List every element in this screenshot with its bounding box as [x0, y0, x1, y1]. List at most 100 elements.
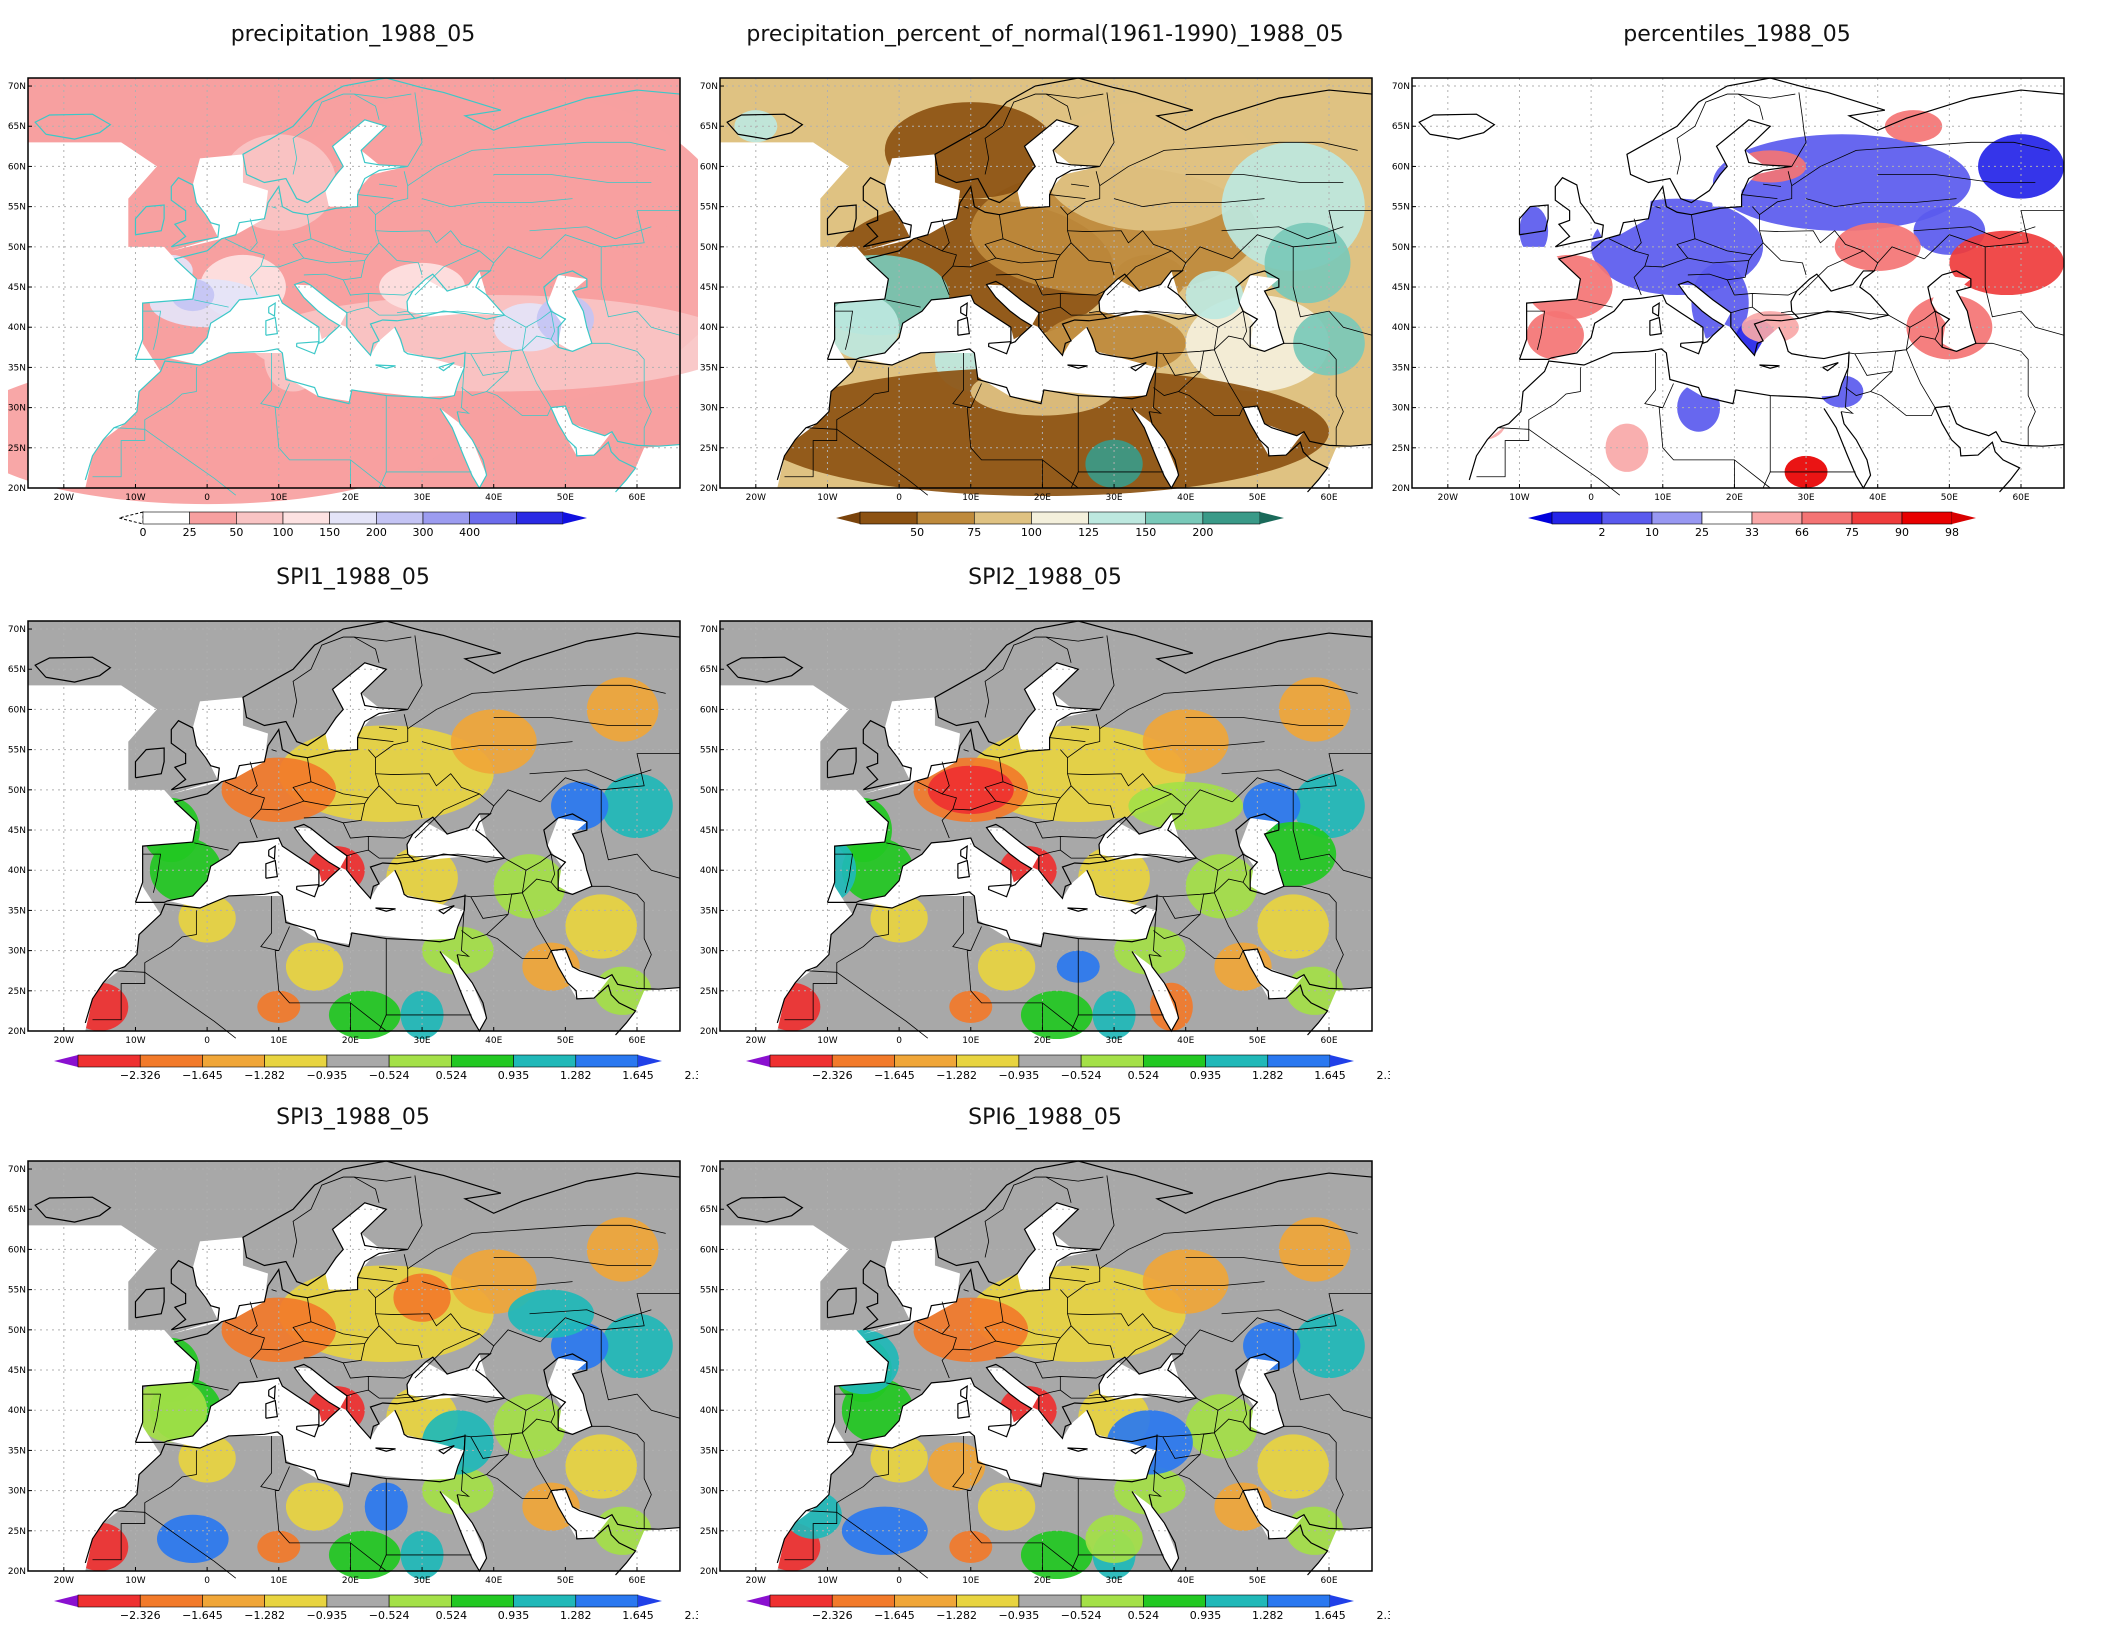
lat-tick-label: 25N [700, 444, 718, 454]
colorbar-swatch [77, 1594, 141, 1608]
colorbar-tick-label: 75 [967, 526, 981, 539]
lat-tick-label: 70N [700, 625, 718, 635]
panel-spi6: SPI6_1988_05 70N 65N 60N 55N 50N 45N 40N 35N 30N… [700, 1105, 1390, 1625]
lon-tick-label: 0 [204, 1576, 210, 1586]
colorbar-tick-label: 50 [229, 526, 243, 539]
colorbar-tick-label: 150 [1135, 526, 1156, 539]
colorbar-tick-label: 0.935 [498, 1069, 530, 1082]
colorbar-swatch [769, 1054, 833, 1068]
lon-tick-label: 10E [962, 1036, 979, 1046]
colorbar-tick-label: −1.282 [244, 1609, 285, 1622]
colorbar-percent-of-normal: 50 75 100 125 150 200 [836, 511, 1284, 539]
lon-tick-label: 10E [962, 493, 979, 503]
colorbar-swatch [831, 1054, 895, 1068]
lat-tick-label: 45N [1392, 283, 1410, 293]
colorbar-tick-label: −2.326 [120, 1069, 161, 1082]
colorbar-swatch [1205, 1594, 1269, 1608]
lon-tick-label: 10W [125, 1036, 145, 1046]
colorbar-tick-label: 150 [319, 526, 340, 539]
colorbar-tick-label: 2.326 [684, 1069, 698, 1082]
colorbar-tick-label: 0.935 [1190, 1609, 1222, 1622]
lon-tick-label: 20W [746, 1576, 766, 1586]
lon-tick-label: 60E [1320, 1036, 1337, 1046]
lat-tick-label: 30N [700, 1487, 718, 1497]
lat-tick-label: 70N [8, 1165, 26, 1175]
lat-tick-label: 25N [1392, 444, 1410, 454]
lat-tick-label: 60N [700, 162, 718, 172]
colorbar-tick-label: −2.326 [812, 1069, 853, 1082]
colorbar-swatch [859, 511, 918, 525]
colorbar-swatch [1267, 1054, 1331, 1068]
lon-tick-label: 30E [1105, 1036, 1122, 1046]
lat-tick-label: 35N [8, 1446, 26, 1456]
colorbar-swatch [422, 511, 470, 525]
lat-tick-label: 35N [700, 363, 718, 373]
lon-tick-label: 10W [1509, 493, 1529, 503]
lon-tick-label: 10W [125, 1576, 145, 1586]
colorbar-swatch [1751, 511, 1803, 525]
colorbar-tick-label: 1.645 [622, 1069, 654, 1082]
lat-tick-label: 65N [700, 665, 718, 675]
colorbar-swatch [202, 1594, 265, 1608]
lon-tick-label: 10E [270, 1036, 287, 1046]
lat-tick-label: 60N [8, 162, 26, 172]
colorbar-tick-label: −0.935 [307, 1069, 348, 1082]
colorbar-tick-label: 25 [1695, 526, 1709, 539]
lat-tick-label: 65N [700, 122, 718, 132]
colorbar-swatch [202, 1054, 265, 1068]
colorbar-swatch [1080, 1054, 1144, 1068]
lon-tick-label: 20E [1034, 493, 1051, 503]
colorbar-swatch [1267, 1594, 1331, 1608]
colorbar-tick-label: 0.524 [1128, 1609, 1160, 1622]
colorbar-swatch [956, 1594, 1020, 1608]
colorbar-tick-label: −0.935 [999, 1069, 1040, 1082]
lon-tick-label: 50E [557, 493, 574, 503]
lat-tick-label: 65N [700, 1205, 718, 1215]
lon-tick-label: 40E [1869, 493, 1886, 503]
lat-tick-label: 25N [700, 1527, 718, 1537]
lat-tick-label: 20N [1392, 484, 1410, 494]
colorbar-swatch [1851, 511, 1903, 525]
map-spi6: 70N 65N 60N 55N 50N 45N 40N 35N 30N 25N 20N 20W 10W 0… [700, 1160, 1373, 1586]
lat-tick-label: 35N [700, 906, 718, 916]
colorbar-swatch [1202, 511, 1261, 525]
lat-tick-label: 65N [1392, 122, 1410, 132]
lat-tick-label: 50N [8, 243, 26, 253]
lon-tick-label: 50E [1941, 493, 1958, 503]
colorbar-left-arrow [54, 1055, 78, 1067]
colorbar-right-arrow [638, 1055, 662, 1067]
colorbar-precipitation: 0 25 50 100 150 200 300 400 [118, 511, 587, 539]
lat-tick-label: 50N [700, 1326, 718, 1336]
lat-tick-label: 35N [8, 363, 26, 373]
lon-tick-label: 40E [485, 1036, 502, 1046]
lon-tick-label: 50E [1249, 1576, 1266, 1586]
lat-tick-label: 30N [8, 404, 26, 414]
colorbar-swatch [516, 511, 564, 525]
colorbar-tick-label: 25 [183, 526, 197, 539]
colorbar-tick-label: 0.524 [1128, 1069, 1160, 1082]
lon-tick-label: 20E [342, 1576, 359, 1586]
colorbar-swatch [1651, 511, 1703, 525]
lon-tick-label: 60E [1320, 493, 1337, 503]
lon-tick-label: 20W [54, 1576, 74, 1586]
colorbar-right-arrow [1952, 512, 1976, 524]
colorbar-swatch [326, 1594, 390, 1608]
lon-tick-label: 30E [413, 493, 430, 503]
colorbar-spi2: −2.326 −1.645 −1.282 −0.935 −0.524 0.524 0.935… [746, 1054, 1390, 1082]
lat-tick-label: 55N [8, 203, 26, 213]
panel-title: precipitation_percent_of_normal(1961-199… [746, 22, 1344, 47]
lon-tick-label: 60E [628, 1036, 645, 1046]
map-spi1: 70N 65N 60N 55N 50N 45N 40N 35N 30N 25N 20N 20W 10W 0… [8, 620, 681, 1046]
lat-tick-label: 45N [8, 283, 26, 293]
lat-tick-label: 50N [1392, 243, 1410, 253]
lon-tick-label: 50E [1249, 1036, 1266, 1046]
colorbar-tick-label: −0.524 [1061, 1069, 1102, 1082]
lat-tick-label: 25N [700, 987, 718, 997]
lat-tick-label: 30N [1392, 404, 1410, 414]
lon-tick-label: 60E [1320, 1576, 1337, 1586]
colorbar-swatch [831, 1594, 895, 1608]
colorbar-swatch [513, 1054, 577, 1068]
panel-spi1: SPI1_1988_05 70N 65N 60N 55N 50N 45N 40N 35N 30N… [8, 565, 698, 1085]
lon-tick-label: 10W [125, 493, 145, 503]
lat-tick-label: 40N [8, 1406, 26, 1416]
